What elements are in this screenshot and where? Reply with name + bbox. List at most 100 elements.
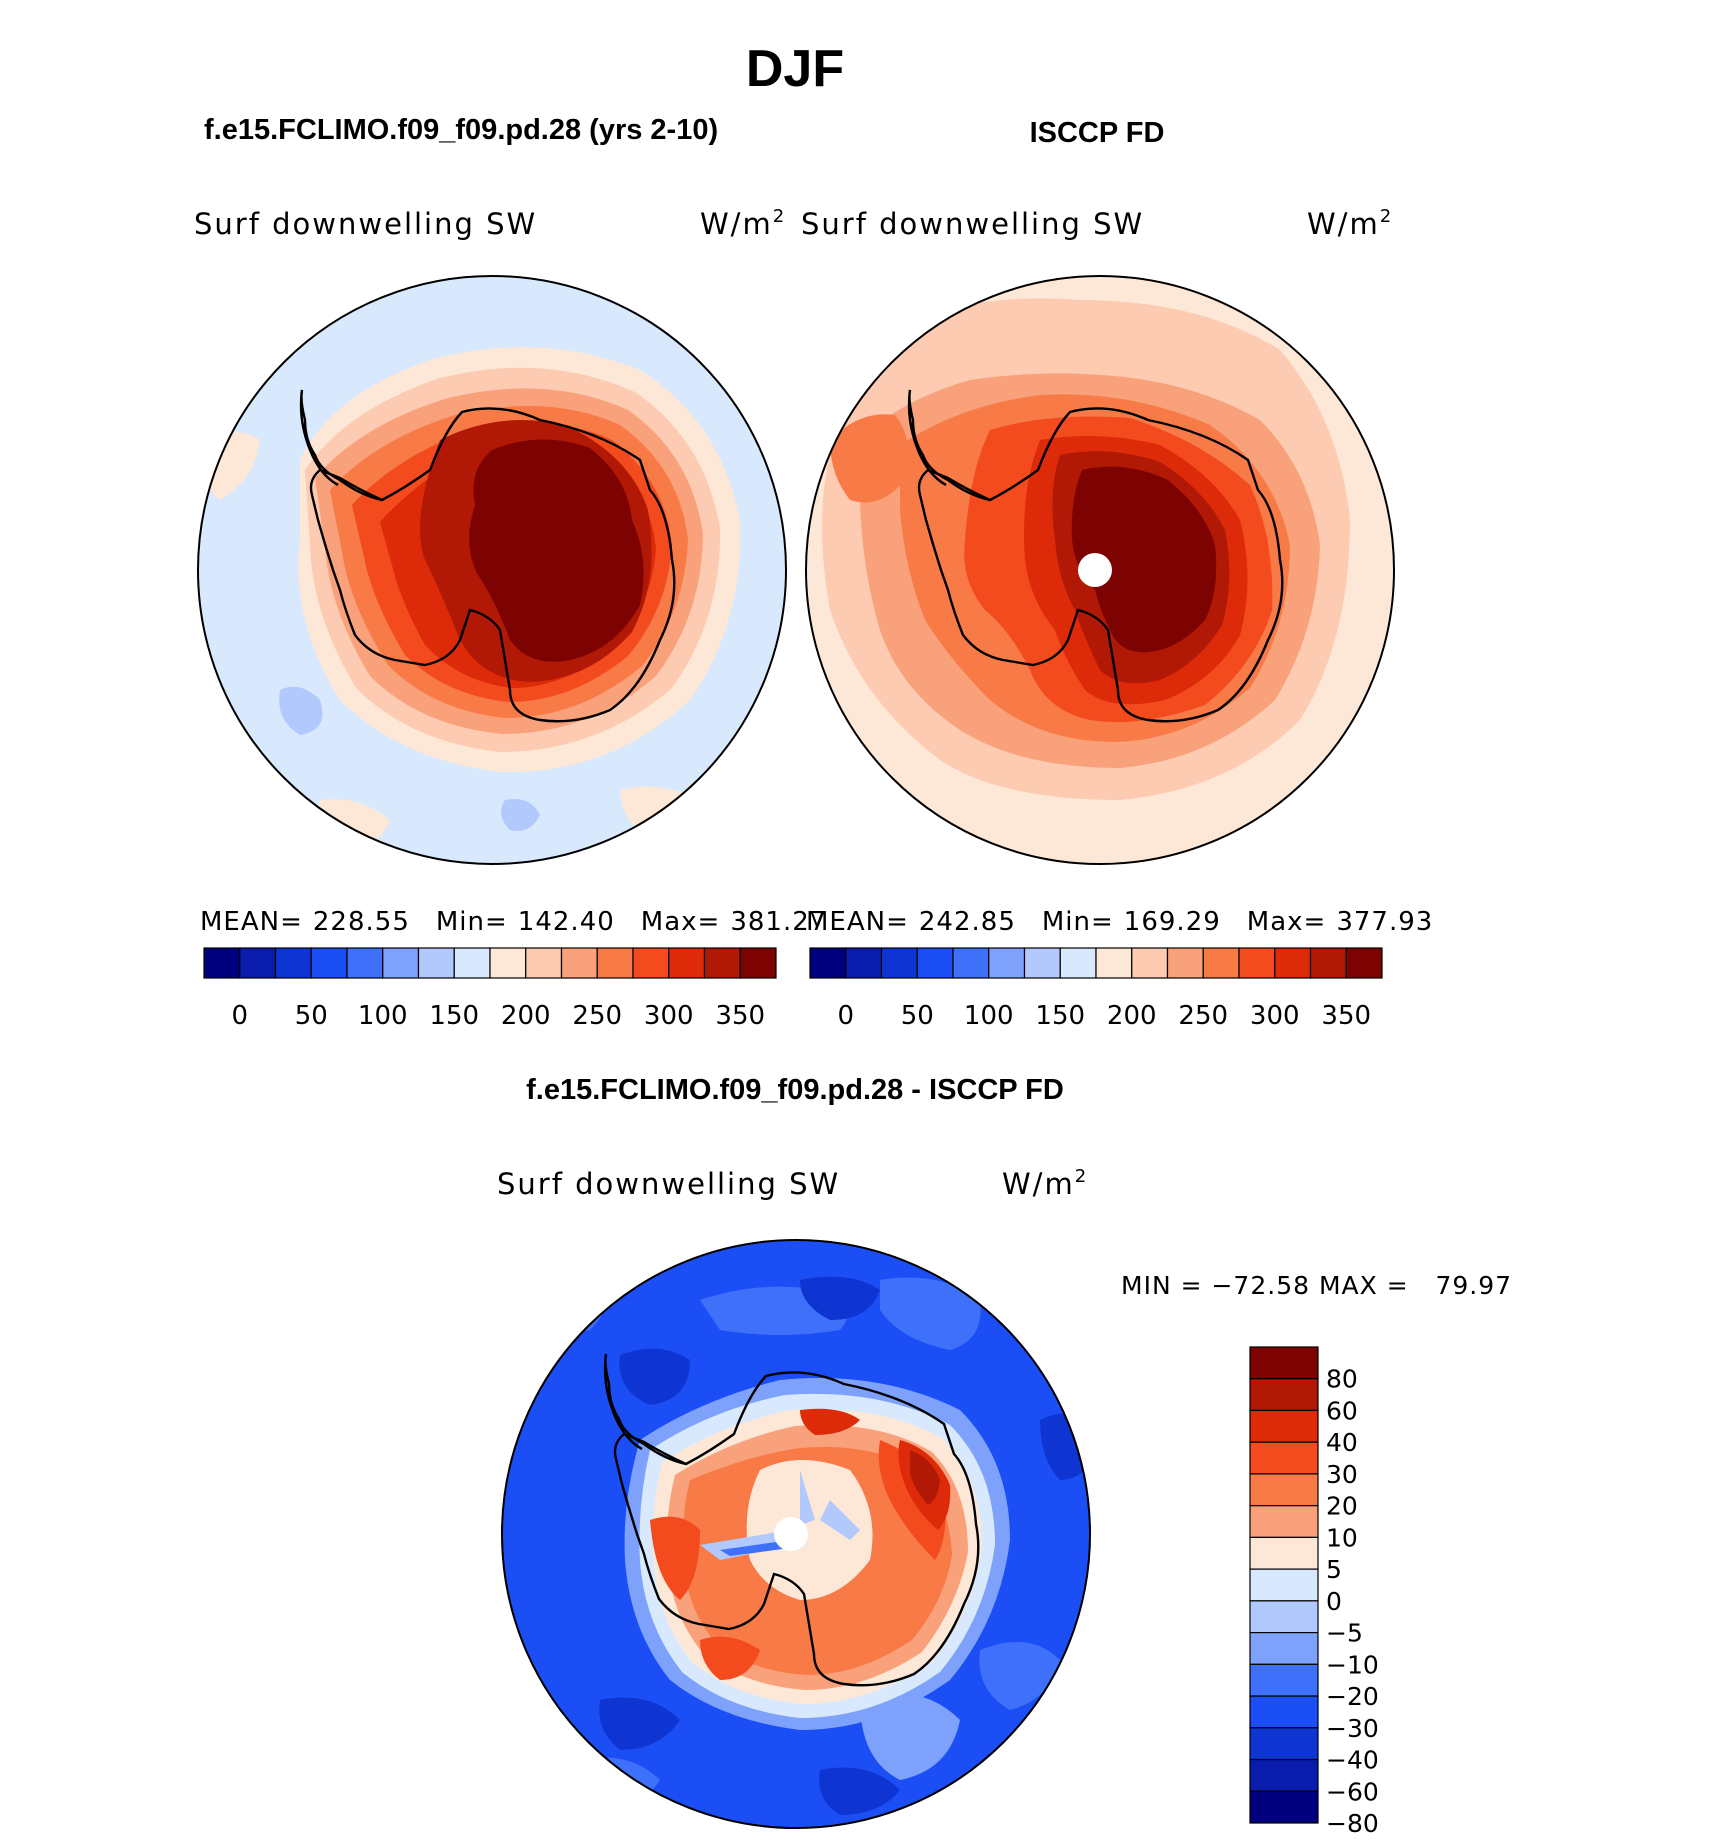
- panel-c-colorbar-swatch-4: [1249, 1473, 1319, 1507]
- panel-b-colorbar-swatch-3: [916, 947, 954, 979]
- panel-b-colorbar-swatch-11: [1202, 947, 1240, 979]
- panel-a-colorbar-tick-label: 250: [572, 1001, 622, 1031]
- panel-c-colorbar-tick-label: 60: [1326, 1396, 1358, 1425]
- panel-a-colorbar-tick-label: 50: [295, 1001, 328, 1031]
- panel-a-colorbar-swatch-12: [632, 947, 670, 979]
- panel-a-colorbar-swatch-5: [382, 947, 420, 979]
- panel-c-title: f.e15.FCLIMO.f09_f09.pd.28 - ISCCP FD: [526, 1074, 1064, 1106]
- panel-c-colorbar-swatch-3: [1249, 1441, 1319, 1475]
- map-b-band-375: [1071, 466, 1217, 653]
- panel-c-colorbar-tick-label: −80: [1326, 1809, 1379, 1838]
- panel-b-colorbar-swatch-14: [1309, 947, 1347, 979]
- panel-b-colorbar-swatch-9: [1131, 947, 1169, 979]
- panel-a-title: f.e15.FCLIMO.f09_f09.pd.28 (yrs 2-10): [204, 114, 718, 146]
- map-panel-c: [501, 1239, 1091, 1829]
- map-a-antarctica-coastline: [309, 407, 676, 723]
- panel-b-colorbar: 0 50 100 150 200 250 300 350: [809, 947, 1383, 1031]
- panel-a-colorbar-swatch-2: [274, 947, 312, 979]
- map-c-pole-mask: [774, 1517, 808, 1551]
- panel-c-colorbar-tick-label: 20: [1326, 1492, 1358, 1521]
- map-a-peninsula-coastline: [299, 389, 383, 502]
- panel-b-colorbar-tick-label: 100: [964, 1001, 1014, 1031]
- panel-b-colorbar-swatch-7: [1059, 947, 1097, 979]
- panel-b-colorbar-swatch-5: [988, 947, 1026, 979]
- map-a-band-375: [469, 439, 644, 662]
- panel-c-colorbar-swatch-6: [1249, 1536, 1319, 1570]
- panel-c-colorbar-tick-label: 40: [1326, 1428, 1358, 1457]
- panel-c-colorbar-swatch-5: [1249, 1505, 1319, 1538]
- panel-a-field-label: Surf downwelling SW: [194, 207, 537, 241]
- panel-b-colorbar-tick-label: 150: [1035, 1001, 1085, 1031]
- map-b-boundary: [805, 275, 1395, 865]
- map-c-band-70: [910, 1450, 940, 1505]
- panel-c-colorbar-swatch-11: [1249, 1695, 1319, 1729]
- panel-a-colorbar-tick-label: 150: [429, 1001, 479, 1031]
- panel-a-stats: MEAN= 228.55 Min= 142.40 Max= 381.27: [200, 907, 827, 937]
- panel-b-colorbar-swatch-8: [1095, 947, 1133, 979]
- panel-a-units: W/m2: [700, 206, 786, 241]
- panel-a-colorbar-swatch-10: [560, 947, 598, 979]
- panel-b-colorbar-swatch-13: [1274, 947, 1312, 979]
- panel-b-colorbar-swatch-15: [1345, 947, 1383, 979]
- panel-c-colorbar-swatch-9: [1249, 1631, 1319, 1665]
- panel-c-colorbar-tick-label: −10: [1326, 1650, 1379, 1679]
- panel-b-colorbar-swatch-12: [1238, 947, 1276, 979]
- panel-a-colorbar-swatch-9: [525, 947, 563, 979]
- panel-a-colorbar-swatch-11: [596, 947, 634, 979]
- panel-b-colorbar-tick-label: 50: [901, 1001, 934, 1031]
- panel-b-colorbar-tick-label: 0: [837, 1001, 854, 1031]
- panel-c-colorbar-swatch-8: [1249, 1600, 1319, 1634]
- panel-a-colorbar-swatch-7: [453, 947, 491, 979]
- panel-a-colorbar-swatch-15: [739, 947, 777, 979]
- panel-c-colorbar-swatch-2: [1249, 1409, 1319, 1443]
- map-c-boundary: [501, 1239, 1091, 1829]
- panel-b-colorbar-swatch-10: [1166, 947, 1204, 979]
- panel-c-colorbar-tick-label: 0: [1326, 1587, 1342, 1616]
- panel-c-colorbar-tick-label: 10: [1326, 1523, 1358, 1552]
- panel-c-colorbar-swatch-0: [1249, 1346, 1319, 1380]
- panel-c-colorbar-tick-label: −40: [1326, 1746, 1379, 1775]
- panel-c-colorbar-swatch-12: [1249, 1727, 1319, 1761]
- panel-a-colorbar-swatch-4: [346, 947, 384, 979]
- map-b-peninsula-coastline: [907, 389, 991, 502]
- map-c-peninsula-coastline: [603, 1353, 687, 1466]
- map-b-antarctica-coastline: [917, 407, 1284, 723]
- panel-c-units: W/m2: [1002, 1166, 1088, 1201]
- panel-b-colorbar-tick-label: 300: [1250, 1001, 1300, 1031]
- map-a-boundary: [197, 275, 787, 865]
- panel-b-colorbar-swatch-6: [1023, 947, 1061, 979]
- panel-c-colorbar-tick-label: −30: [1326, 1714, 1379, 1743]
- panel-c-colorbar-swatch-13: [1249, 1758, 1319, 1792]
- panel-a-colorbar-swatch-3: [310, 947, 348, 979]
- panel-c-field-label: Surf downwelling SW: [497, 1167, 840, 1201]
- map-c-pole-dark-streak: [720, 1540, 790, 1556]
- panel-c-colorbar-tick-label: 80: [1326, 1365, 1358, 1394]
- map-b-pole-mask: [1078, 553, 1112, 587]
- panel-c-colorbar-tick-label: −60: [1326, 1777, 1379, 1806]
- panel-a-colorbar-tick-label: 200: [501, 1001, 551, 1031]
- panel-b-colorbar-tick-label: 250: [1178, 1001, 1228, 1031]
- panel-c-colorbar-tick-label: 30: [1326, 1460, 1358, 1489]
- panel-c-colorbar-tick-label: 5: [1326, 1555, 1342, 1584]
- map-c-pole-white: [746, 1460, 873, 1600]
- panel-c-colorbar-swatch-10: [1249, 1663, 1319, 1697]
- map-c-antarctica-coastline: [613, 1371, 980, 1687]
- panel-b-colorbar-swatch-0: [809, 947, 847, 979]
- panel-b-colorbar-tick-label: 350: [1321, 1001, 1371, 1031]
- panel-c-colorbar-swatch-1: [1249, 1378, 1319, 1412]
- panel-c-min-max: MIN = −72.58 MAX = 79.97: [1121, 1271, 1512, 1300]
- panel-b-units: W/m2: [1307, 206, 1393, 241]
- panel-b-field-label: Surf downwelling SW: [801, 207, 1144, 241]
- panel-a-colorbar-tick-label: 300: [644, 1001, 694, 1031]
- panel-c-colorbar-tick-label: −20: [1326, 1682, 1379, 1711]
- map-panel-a: [197, 275, 787, 865]
- map-c-band-50: [800, 1408, 951, 1530]
- page-title: DJF: [746, 40, 844, 98]
- panel-a-colorbar-swatch-13: [668, 947, 706, 979]
- panel-c-colorbar-swatch-14: [1249, 1790, 1319, 1824]
- panel-a-colorbar-swatch-6: [417, 947, 455, 979]
- panel-c-colorbar-swatch-7: [1249, 1568, 1319, 1602]
- map-a-band-175: [279, 686, 540, 831]
